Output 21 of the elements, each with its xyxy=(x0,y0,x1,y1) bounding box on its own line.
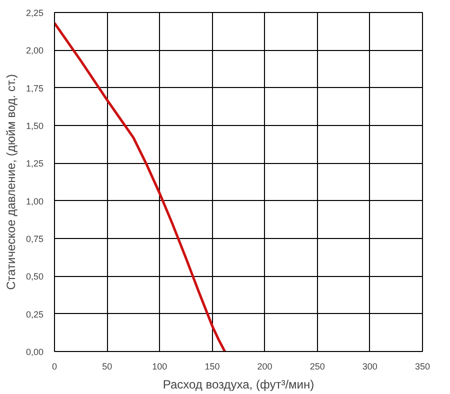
x-tick-label: 350 xyxy=(414,362,430,372)
y-tick-label: 1,75 xyxy=(26,83,44,94)
y-tick-label: 2,00 xyxy=(26,46,44,56)
y-tick-label: 0,75 xyxy=(26,234,44,244)
y-axis-title: Статическое давление, (дюйм вод. ст.) xyxy=(4,74,18,290)
y-tick-label: 1,25 xyxy=(26,158,44,169)
x-tick-label: 150 xyxy=(204,362,220,372)
y-tick-label: 1,00 xyxy=(26,196,44,206)
x-axis-title: Расход воздуха, (фут³/мин) xyxy=(162,378,314,392)
x-tick-label: 250 xyxy=(310,362,325,372)
y-tick-label: 2,25 xyxy=(26,8,44,18)
y-tick-label: 1,50 xyxy=(26,121,44,131)
y-tick-label: 0,00 xyxy=(26,347,44,357)
x-tick-label: 200 xyxy=(257,362,272,372)
line-series xyxy=(54,22,226,352)
x-tick-label: 50 xyxy=(102,362,112,372)
y-tick-label: 0,25 xyxy=(26,309,44,320)
y-tick-label: 0,50 xyxy=(26,272,44,282)
x-tick-label: 0 xyxy=(52,362,58,372)
x-tick-label: 300 xyxy=(362,362,378,372)
x-tick-label: 100 xyxy=(152,362,168,372)
